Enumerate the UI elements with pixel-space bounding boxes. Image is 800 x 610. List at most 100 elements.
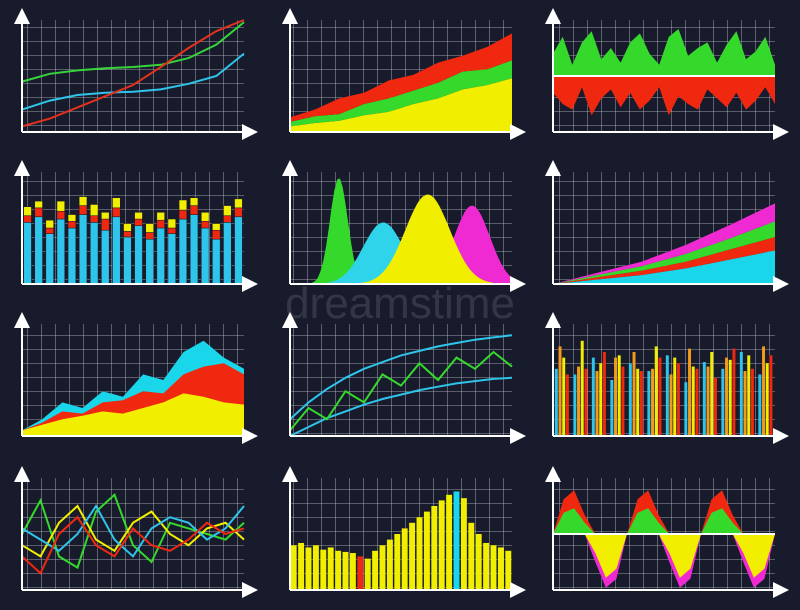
bar [747,355,751,436]
bar-segment [78,205,88,215]
bar [639,371,643,436]
chart-panel [545,312,789,444]
bar-segment [78,196,88,206]
bar-segment [101,212,110,220]
chart-panel [14,160,258,292]
bar [688,348,692,436]
plot-grid [553,324,775,436]
bar-segment [34,200,43,209]
bar-segment [56,200,65,212]
line [21,52,245,111]
line [21,21,245,83]
peak [290,178,512,284]
bar-segment [45,227,54,234]
bar-segment [145,238,154,285]
plot-grid [22,20,244,132]
bar [468,522,475,590]
bar [636,368,640,436]
area [553,29,775,76]
bar-segment [223,222,232,285]
bar-segment [178,209,188,220]
bar [475,534,482,590]
bar [743,371,747,436]
bar [595,371,599,436]
bar-segment [34,207,43,218]
bar [460,498,467,590]
bar-segment [145,232,154,240]
bar-segment [134,225,143,285]
line [21,493,245,570]
bar-segment [201,227,210,285]
bar [320,549,327,590]
bar [710,352,714,436]
bar-segment [90,215,99,223]
chart-panel [282,160,526,292]
bar [416,517,423,590]
area [290,78,512,132]
bar-segment [45,233,54,285]
bar [739,352,743,436]
bar-segment [101,229,110,285]
bar [394,534,401,590]
bar [602,352,606,436]
peak [290,194,512,284]
charts [14,8,789,598]
bar [762,346,766,436]
bar [401,528,408,590]
bar [599,363,603,436]
bar-segment [145,223,154,233]
line [289,334,513,420]
bar-segment [123,231,132,238]
bar [725,357,729,436]
bar-segment [23,222,32,285]
bar-segment [234,198,243,209]
bar [379,545,386,590]
plot-grid [22,172,244,284]
bar-segment [34,216,43,285]
bar [706,366,710,436]
bar-segment [123,236,132,285]
bar-segment [212,229,221,240]
bar [713,377,717,436]
bar-segment [123,223,132,232]
bar [669,374,673,436]
chart-panel [14,8,258,140]
bar-segment [67,227,77,285]
bar [372,550,379,590]
bar-segment [112,216,121,285]
bar [364,558,371,590]
bar-segment [23,215,32,223]
bar-segment [178,199,188,211]
chart-panel [282,312,526,444]
chart-panel [282,8,526,140]
area [22,393,244,436]
bar [632,352,636,436]
bar [438,500,445,590]
bar-segment [134,218,143,227]
bar-segment [234,207,243,218]
chart-panel [14,466,258,598]
bar [554,368,558,436]
area [553,508,775,534]
bar [584,368,588,436]
line [21,515,245,575]
bar-segment [201,212,210,222]
bar [728,359,732,436]
area [290,33,512,122]
bar-segment [223,215,232,223]
bar [497,547,504,590]
bar [386,539,393,590]
bar [691,366,695,436]
bar-segment [90,222,99,285]
bar-segment [101,218,110,231]
bar [290,545,297,590]
bar-segment [156,212,165,221]
bar [562,357,566,436]
bar [577,366,581,436]
chart-panel [14,312,258,444]
bar [769,355,773,436]
bar [628,363,632,436]
bar [647,371,651,436]
bar-segment [90,204,99,216]
